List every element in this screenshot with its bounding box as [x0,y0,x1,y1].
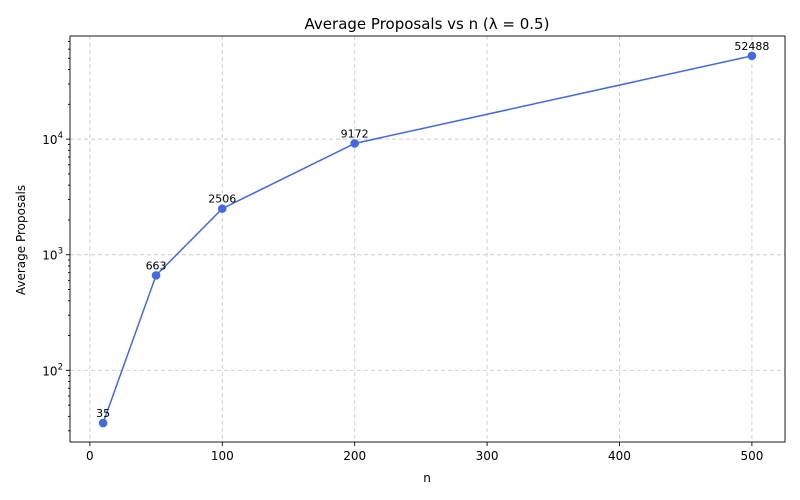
data-point [151,271,161,280]
x-tick-label: 0 [86,449,94,463]
x-axis-label: n [423,471,431,485]
plot-frame [69,35,786,443]
data-point [350,139,359,148]
y-axis-label: Average Proposals [14,185,28,295]
data-label: 663 [146,259,167,272]
x-tick-label: 300 [476,449,499,463]
x-tick-label: 200 [343,449,366,463]
data-label: 2506 [208,193,236,206]
y-tick-label: 104 [42,131,63,147]
data-label: 52488 [734,40,769,53]
y-tick-label: 102 [42,362,63,378]
series-layer: 35 663 2506 9172 52488 [96,40,769,428]
x-tick-label: 400 [608,449,631,463]
data-label: 35 [96,407,110,420]
chart-title: Average Proposals vs n (λ = 0.5) [305,15,550,33]
x-tick-label: 500 [740,449,763,463]
axes-layer: 0 100 200 300 400 500 102 103 104 [42,35,786,463]
y-tick-label: 103 [42,247,63,263]
x-tick-label: 100 [211,449,234,463]
data-label: 9172 [341,127,369,140]
series-line [102,55,753,424]
data-point [217,204,227,213]
data-point [747,51,757,61]
data-point [98,418,108,428]
grid-layer [70,36,785,442]
